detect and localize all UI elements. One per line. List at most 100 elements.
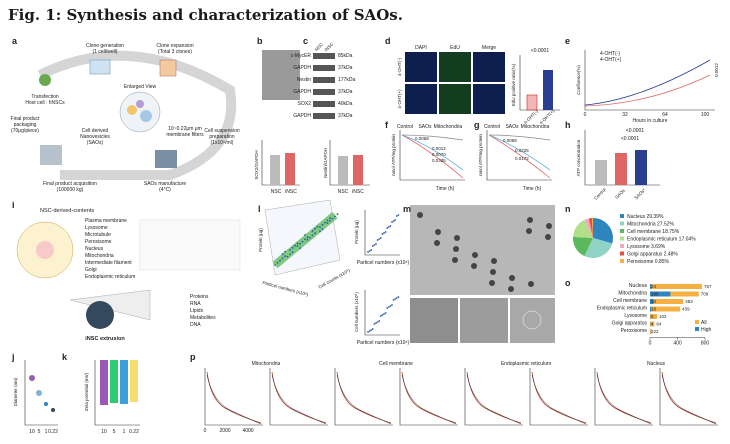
dot — [336, 213, 339, 216]
panel-label: j — [11, 352, 15, 362]
label: ATP concentration — [576, 139, 581, 176]
label: NSC — [271, 189, 282, 195]
label: 177kDa — [338, 77, 355, 83]
dot — [389, 225, 392, 227]
category-label: Cell membrane — [613, 298, 647, 304]
legend-label: All — [701, 320, 707, 326]
dot — [381, 314, 384, 316]
label: 4-OHT(-) — [397, 58, 402, 76]
label: Control — [484, 124, 500, 130]
vesicle — [522, 310, 542, 330]
dot — [304, 238, 306, 241]
label: EdU — [450, 45, 460, 51]
label: Nanovesicles — [80, 134, 110, 140]
legend-swatch — [695, 320, 699, 324]
curve — [596, 371, 652, 424]
label: 10 — [29, 429, 35, 435]
pie-slice — [573, 236, 593, 257]
label: Clone expansion — [156, 43, 193, 49]
label: (70μg/piece) — [11, 128, 39, 134]
shape — [136, 100, 144, 108]
dot — [384, 231, 387, 233]
label: Particel numbers (x10⁸) — [262, 280, 309, 297]
panel-label: f — [385, 120, 389, 130]
dot — [397, 214, 400, 216]
label: 32 — [622, 112, 628, 118]
axis — [329, 140, 370, 186]
label: 0 — [584, 112, 587, 118]
vesicle — [453, 246, 459, 252]
vesicle — [508, 286, 514, 292]
bar — [650, 284, 703, 289]
panel-label: a — [12, 36, 18, 46]
dot — [394, 298, 397, 300]
process-arc — [37, 50, 237, 180]
dot — [306, 238, 309, 241]
axis — [399, 130, 465, 181]
axis — [94, 360, 140, 426]
bar — [650, 329, 652, 334]
label: 0.0012 — [432, 146, 446, 151]
dot — [392, 299, 395, 301]
label: Plasma membrane — [85, 218, 127, 224]
blot-band — [313, 113, 335, 119]
x-tick-label: 0 — [649, 341, 652, 347]
label: (1 cell/well) — [92, 49, 117, 55]
dot — [373, 244, 376, 246]
label: 1 — [123, 429, 126, 435]
value-label: 296 — [651, 292, 659, 297]
dot — [387, 226, 390, 228]
curve — [401, 374, 457, 425]
pie-slice — [591, 218, 593, 238]
dot — [331, 217, 334, 220]
bar-shape — [543, 70, 553, 110]
axis — [334, 368, 393, 426]
dot — [314, 232, 316, 235]
dot — [378, 320, 381, 322]
label: Particel numbers (x10⁸) — [357, 260, 410, 266]
shape — [127, 105, 137, 115]
label: Proteins — [190, 294, 209, 300]
dot — [392, 220, 395, 222]
label: 2000 — [219, 428, 230, 434]
label: RNA — [190, 301, 201, 307]
dot — [281, 253, 284, 255]
curve — [271, 371, 327, 424]
label: packaging — [14, 122, 37, 128]
label: SAOs manufacture — [144, 181, 186, 187]
vesicle — [546, 223, 552, 229]
curve — [661, 374, 717, 425]
dot — [395, 297, 398, 299]
panel-label: k — [62, 352, 68, 362]
label: (4°C) — [159, 187, 171, 193]
dot — [301, 240, 304, 243]
pie-slice — [593, 218, 613, 244]
label: NSC — [338, 189, 349, 195]
dot — [370, 329, 373, 331]
dot — [383, 313, 385, 315]
dot — [326, 222, 329, 224]
image-panel — [510, 298, 555, 343]
bar-shape — [595, 160, 607, 185]
image-panel — [410, 205, 555, 295]
label: c-MycER — [291, 53, 312, 59]
label: 0.0068 — [503, 138, 517, 143]
category-label: Nucleus — [629, 283, 648, 289]
dot — [306, 236, 309, 239]
figure-title: Fig. 1: Synthesis and characterization o… — [8, 6, 403, 24]
value-label: 709 — [701, 292, 709, 297]
bar — [650, 284, 652, 289]
label: Control — [593, 187, 607, 201]
pie-slice — [588, 218, 593, 238]
label: Lysosome — [85, 225, 108, 231]
legend-label: Cell membrane 18.75% — [627, 229, 680, 235]
bar-shape — [635, 150, 647, 185]
value-label: 24 — [651, 284, 657, 289]
legend-swatch — [620, 251, 624, 256]
label: Nucleus — [647, 361, 666, 367]
axis — [24, 360, 58, 426]
label: 4000 — [242, 428, 253, 434]
legend-label: Mitochondria 27.52% — [627, 222, 675, 228]
curve — [401, 134, 464, 179]
dot — [296, 242, 299, 245]
